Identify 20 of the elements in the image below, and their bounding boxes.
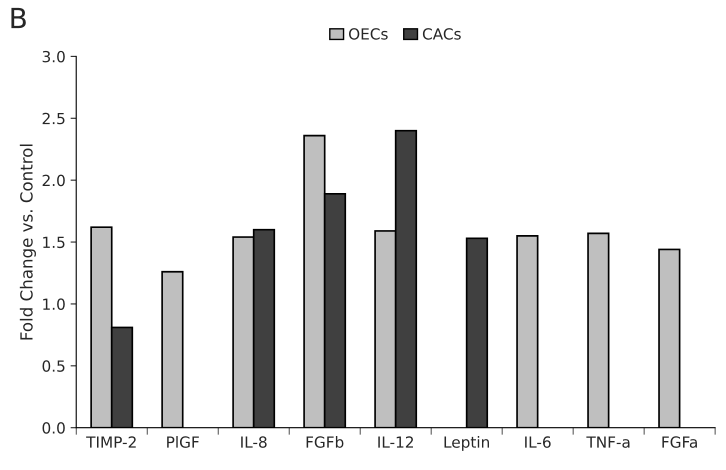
legend-label: CACs — [422, 28, 461, 40]
x-tick-label: IL-8 — [241, 436, 267, 448]
y-tick-label: 2.0 — [42, 174, 65, 186]
x-tick-label: TIMP-2 — [86, 436, 136, 448]
legend-label: OECs — [348, 28, 388, 40]
x-tick-label: TNF-a — [586, 436, 630, 448]
y-tick-label: 0.0 — [42, 422, 65, 434]
y-axis-title: Fold Change vs. Control — [20, 144, 36, 340]
x-tick-label: FGFb — [306, 436, 344, 448]
y-tick-label: 1.5 — [43, 236, 64, 248]
y-tick-label: 1.0 — [43, 298, 65, 310]
x-tick-label: FGFa — [662, 436, 697, 448]
y-tick-label: 2.5 — [42, 112, 64, 124]
x-tick-label: PlGF — [167, 436, 199, 448]
y-tick-label: 3.0 — [42, 50, 65, 62]
y-tick-label: 0.5 — [42, 360, 64, 372]
x-tick-label: IL-12 — [378, 436, 413, 448]
x-tick-label: Leptin — [444, 436, 489, 451]
x-tick-label: IL-6 — [525, 436, 551, 448]
chart-title: B — [11, 8, 26, 28]
